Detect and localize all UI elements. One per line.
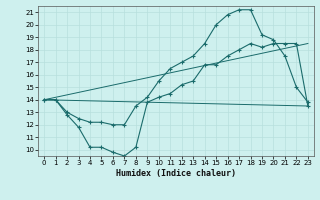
X-axis label: Humidex (Indice chaleur): Humidex (Indice chaleur): [116, 169, 236, 178]
